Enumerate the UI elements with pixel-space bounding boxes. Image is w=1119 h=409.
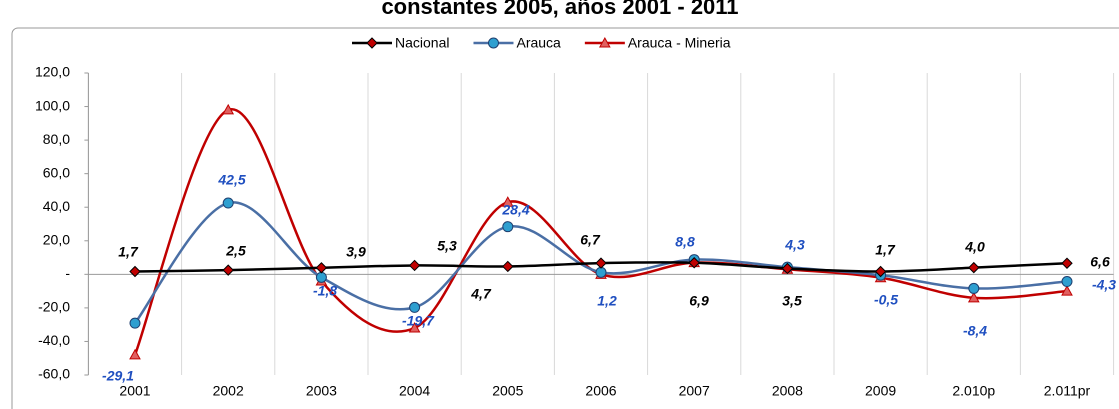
data-label: 1,2	[597, 293, 617, 309]
data-label: 2,5	[225, 243, 246, 259]
x-tick-label: 2001	[119, 383, 150, 399]
y-tick-label: 120,0	[35, 64, 70, 80]
marker	[967, 291, 980, 303]
y-tick-label: -	[65, 265, 70, 281]
data-label: 3,9	[346, 244, 366, 260]
marker	[502, 260, 514, 273]
marker	[129, 348, 141, 360]
data-label: 4,0	[964, 239, 985, 255]
x-tick-label: 2008	[772, 383, 803, 399]
marker	[874, 265, 887, 278]
marker	[129, 317, 141, 329]
x-tick-label: 2007	[679, 383, 710, 399]
marker	[595, 266, 607, 278]
marker	[222, 197, 234, 209]
data-label: -0,5	[874, 292, 898, 308]
marker	[968, 282, 980, 294]
legend-label: Arauca	[516, 35, 561, 51]
marker	[409, 301, 421, 313]
data-label: -8,4	[963, 323, 987, 339]
data-label: 3,5	[782, 293, 802, 309]
y-tick-label: 80,0	[43, 131, 70, 147]
marker	[598, 36, 611, 48]
marker	[408, 321, 421, 333]
data-label: 6,7	[580, 232, 601, 248]
data-label: 6,6	[1090, 254, 1110, 270]
marker	[222, 264, 234, 276]
marker	[222, 103, 235, 115]
chart-title: constantes 2005, años 2001 - 2011	[381, 0, 738, 19]
data-label: -1,8	[313, 283, 337, 299]
x-tick-label: 2004	[399, 383, 430, 399]
data-label: 1,7	[118, 244, 139, 260]
data-label: 42,5	[217, 172, 245, 188]
data-label: 28,4	[501, 202, 529, 218]
x-tick-label: 2003	[306, 383, 337, 399]
marker	[1061, 285, 1073, 296]
data-label: -29,1	[102, 368, 134, 384]
marker	[595, 257, 607, 269]
data-label: 8,8	[675, 234, 695, 250]
marker	[1061, 257, 1073, 269]
y-tick-label: 20,0	[43, 231, 70, 247]
data-label: -19,7	[402, 313, 435, 329]
data-label: 5,3	[437, 238, 457, 254]
data-label: 4,7	[470, 286, 492, 302]
y-tick-label: -40,0	[38, 332, 70, 348]
data-label: 1,7	[875, 242, 896, 258]
marker	[315, 262, 328, 274]
marker	[501, 196, 514, 207]
x-tick-label: 2.011pr	[1044, 383, 1091, 399]
y-tick-label: -20,0	[38, 299, 70, 315]
data-label: 4,3	[784, 237, 805, 253]
x-tick-label: 2009	[865, 383, 896, 399]
y-tick-label: 40,0	[43, 198, 70, 214]
y-tick-label: 60,0	[43, 164, 70, 180]
marker	[315, 271, 327, 283]
y-tick-label: -60,0	[38, 366, 70, 382]
marker	[487, 37, 499, 49]
x-tick-label: 2006	[585, 383, 616, 399]
marker	[129, 265, 141, 278]
data-label: -4,3	[1092, 277, 1116, 293]
marker	[968, 261, 980, 274]
marker	[781, 262, 794, 275]
marker	[408, 259, 421, 272]
x-tick-label: 2.010p	[952, 383, 995, 399]
marker	[688, 257, 700, 269]
x-tick-label: 2005	[492, 383, 523, 399]
x-tick-label: 2002	[213, 383, 244, 399]
legend-label: Nacional	[395, 35, 449, 51]
chart-frame	[11, 27, 1119, 409]
marker	[366, 37, 378, 49]
marker	[1061, 276, 1073, 288]
series-line	[134, 201, 1068, 324]
y-tick-label: 100,0	[35, 97, 70, 113]
data-label: 6,9	[689, 293, 709, 309]
legend-label: Arauca - Mineria	[628, 35, 731, 51]
marker	[502, 221, 514, 233]
